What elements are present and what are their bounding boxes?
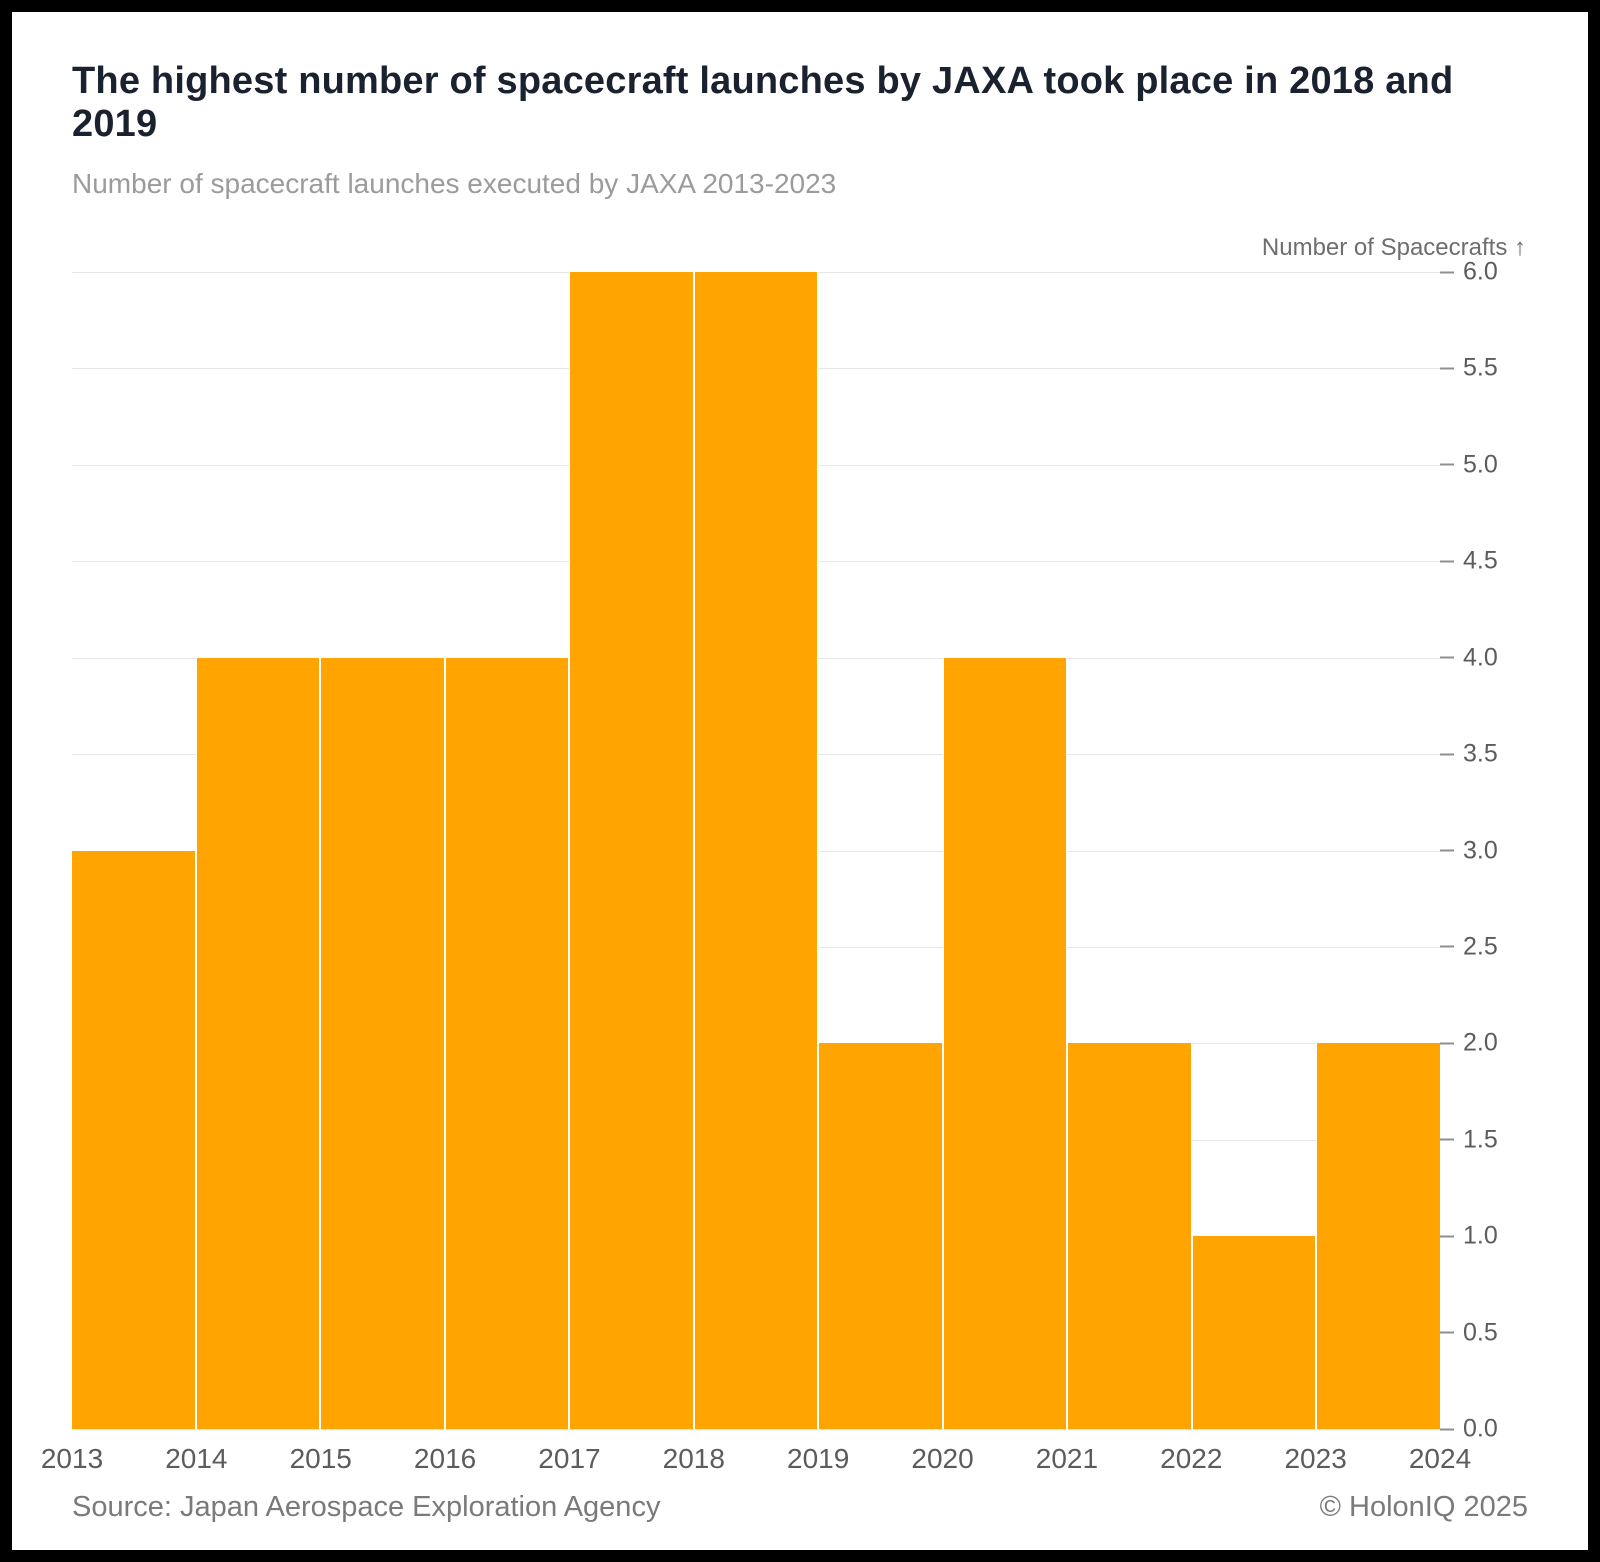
y-tick-mark [1440,1331,1454,1334]
x-tick-label: 2024 [1408,1443,1472,1474]
y-tick-label: 4.0 [1463,643,1498,672]
y-tick: 1.5 [1440,1125,1498,1154]
y-tick-mark [1440,1428,1454,1430]
chart-subtitle: Number of spacecraft launches executed b… [72,168,837,199]
y-tick-mark [1440,1138,1454,1141]
y-tick-mark [1440,656,1454,659]
y-tick-label: 2.0 [1463,1028,1498,1057]
bar-2021 [1067,1043,1192,1429]
gridline [72,1429,1440,1430]
x-tick-label: 2014 [165,1443,228,1474]
y-tick-label: 6.0 [1463,257,1498,286]
x-axis: 2013 2014 2015 2016 2017 2018 2019 2020 2021 2022… [41,1429,1471,1481]
chart-title: The highest number of spacecraft launche… [72,60,1454,145]
x-tick-label: 2023 [1284,1443,1347,1474]
y-tick: 0.5 [1440,1318,1498,1347]
y-tick: 4.5 [1440,547,1498,576]
bar-2016 [444,657,570,1429]
y-tick: 3.5 [1440,740,1498,769]
bar-2015 [320,657,445,1429]
x-tick-label: 2018 [662,1443,725,1474]
y-tick-label: 1.0 [1463,1221,1498,1250]
x-tick-label: 2017 [538,1443,601,1474]
y-tick: 2.0 [1440,1029,1498,1058]
bar-2019 [818,1043,943,1429]
y-tick: 2.5 [1440,932,1498,961]
y-tick-mark [1440,753,1454,756]
bar-2022 [1191,1236,1317,1429]
bar-2013 [72,850,196,1429]
y-tick-label: 0.0 [1463,1414,1498,1443]
copyright-note: © HolonIQ 2025 [1319,1491,1528,1523]
bar-2014 [195,657,321,1429]
y-tick-mark [1440,560,1454,563]
y-tick-mark [1440,367,1454,370]
bar-2018 [693,272,819,1429]
bar-series [72,272,1441,1429]
x-tick-label: 2022 [1160,1443,1223,1474]
y-tick: 3.0 [1440,836,1498,865]
chart-area: 6.0 5.5 5.0 4.5 4.0 3.5 3.0 2.5 2.0 1.5 1.0 0.5 0.0 [72,258,1528,1443]
x-tick-label: 2021 [1035,1443,1099,1474]
y-tick-label: 2.5 [1463,932,1498,961]
y-tick-label: 4.5 [1463,546,1498,575]
y-tick-mark [1440,1042,1454,1045]
footer: Source: Japan Aerospace Exploration Agen… [72,1491,1528,1524]
y-tick-label: 5.0 [1463,450,1498,479]
y-tick-mark [1440,849,1454,852]
y-axis: 6.0 5.5 5.0 4.5 4.0 3.5 3.0 2.5 2.0 1.5 1.0 0.5 0.0 [1440,258,1528,1443]
y-tick-mark [1440,1235,1454,1238]
bar-2023 [1316,1043,1441,1429]
bar-2020 [942,657,1068,1429]
y-tick: 5.0 [1440,450,1498,479]
y-tick-label: 3.5 [1463,739,1498,768]
y-tick: 6.0 [1440,258,1498,287]
x-tick-label: 2013 [40,1443,104,1474]
x-tick-label: 2015 [289,1443,352,1474]
chart-card: The highest number of spacecraft launche… [12,12,1588,1550]
x-tick-label: 2019 [787,1443,850,1474]
y-tick-mark [1440,945,1454,948]
plot-area [72,272,1441,1430]
source-note: Source: Japan Aerospace Exploration Agen… [72,1491,661,1523]
y-tick-mark [1440,271,1454,273]
y-tick-label: 3.0 [1463,836,1498,864]
x-tick-label: 2020 [911,1443,974,1474]
y-axis-title: Number of Spacecrafts ↑ [1261,234,1526,261]
y-tick: 5.5 [1440,354,1498,383]
y-tick-mark [1440,463,1454,466]
y-tick: 0.0 [1440,1415,1498,1444]
y-tick-label: 0.5 [1463,1318,1498,1347]
x-tick-label: 2016 [413,1443,477,1474]
y-tick-label: 5.5 [1463,353,1498,382]
bar-2017 [569,272,694,1429]
y-tick-label: 1.5 [1463,1125,1498,1154]
y-tick: 1.0 [1440,1222,1498,1251]
y-tick: 4.0 [1440,643,1498,672]
